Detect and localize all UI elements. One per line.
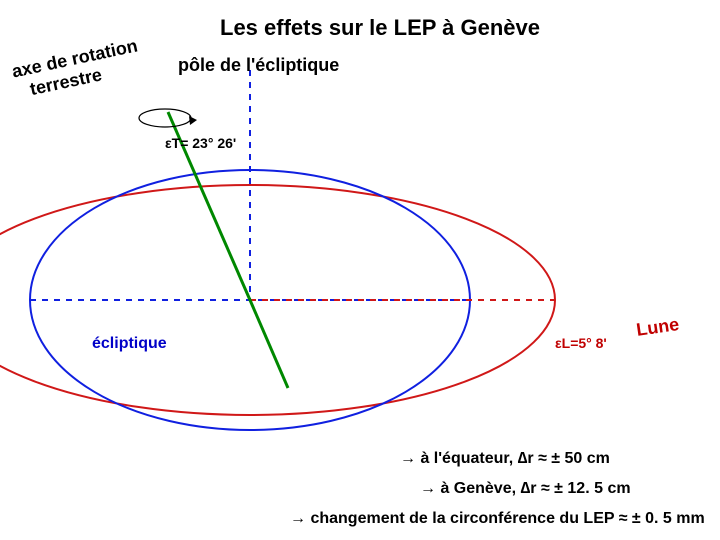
green-axis-lower bbox=[250, 300, 288, 388]
epsilon-t-label: εT= 23° 26' bbox=[165, 135, 236, 151]
ecliptique-label: écliptique bbox=[92, 335, 167, 353]
pole-ecliptique-label: pôle de l'écliptique bbox=[178, 55, 339, 76]
circumference-result-label: → changement de la circonférence du LEP … bbox=[290, 510, 705, 528]
geneva-result-label: → à Genève, ∆r ≈ ± 12. 5 cm bbox=[420, 480, 631, 498]
spin-ellipse-icon bbox=[139, 109, 191, 127]
page-title: Les effets sur le LEP à Genève bbox=[220, 15, 540, 41]
equator-result-label: → à l'équateur, ∆r ≈ ± 50 cm bbox=[400, 450, 610, 468]
epsilon-l-label: εL=5° 8' bbox=[555, 335, 607, 351]
spin-arrowhead-icon bbox=[189, 116, 197, 125]
